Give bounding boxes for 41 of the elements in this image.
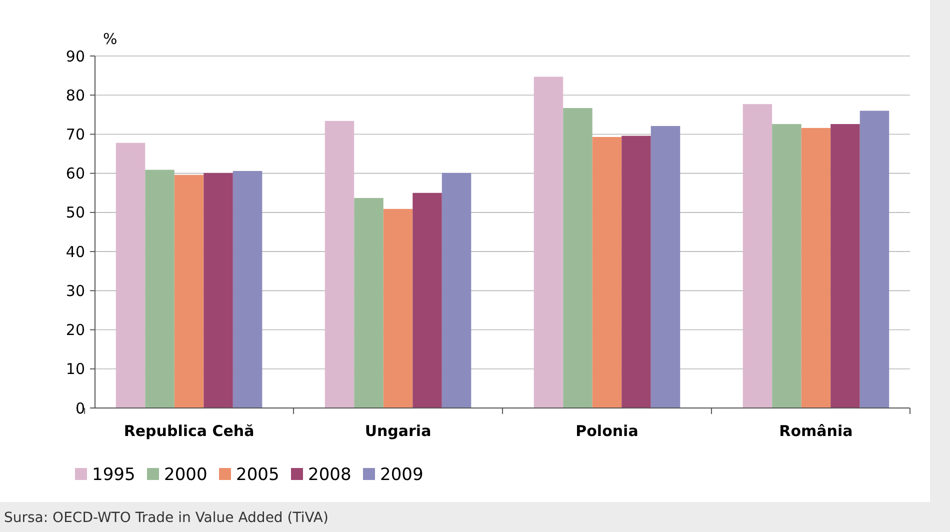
bar — [145, 170, 174, 408]
x-tick-label: Polonia — [576, 422, 638, 440]
bar — [860, 110, 890, 408]
x-tick-label: Republica Cehă — [124, 422, 254, 440]
y-tick-label: 50 — [66, 204, 85, 222]
y-tick-label: 10 — [66, 360, 85, 378]
bar — [742, 104, 772, 408]
bar — [650, 126, 680, 408]
bar — [592, 136, 622, 408]
y-tick-label: 30 — [66, 282, 85, 300]
y-tick-label: 0 — [75, 399, 85, 418]
legend-label: 2008 — [308, 464, 352, 485]
legend-label: 2000 — [164, 464, 208, 485]
legend-label: 2009 — [380, 464, 424, 485]
legend-label: 2005 — [236, 464, 280, 485]
bar — [354, 198, 384, 408]
bar — [204, 172, 233, 408]
y-axis-title: % — [103, 30, 118, 48]
bar — [534, 76, 564, 408]
bar — [563, 108, 592, 408]
text: Sursa: OECD-WTO Trade in Value Added (TiVA) — [4, 510, 328, 526]
bar — [772, 124, 802, 408]
y-tick-label: 20 — [66, 321, 85, 340]
bar — [116, 142, 146, 408]
bar — [801, 128, 831, 408]
bar — [830, 124, 860, 408]
y-tick-label: 60 — [66, 164, 85, 183]
bar — [324, 120, 354, 408]
bar — [622, 136, 651, 408]
y-tick-label: 90 — [66, 47, 85, 66]
bar — [383, 208, 413, 408]
bar — [174, 174, 204, 408]
bar — [442, 172, 472, 408]
y-tick-label: 40 — [66, 242, 85, 261]
x-tick-label: România — [779, 422, 853, 440]
x-tick-label: Ungaria — [364, 422, 432, 440]
legend-label: 1995 — [92, 464, 136, 485]
bar — [232, 170, 262, 408]
bar — [412, 192, 442, 408]
y-tick-label: 80 — [66, 86, 85, 104]
y-tick-label: 70 — [66, 125, 85, 144]
